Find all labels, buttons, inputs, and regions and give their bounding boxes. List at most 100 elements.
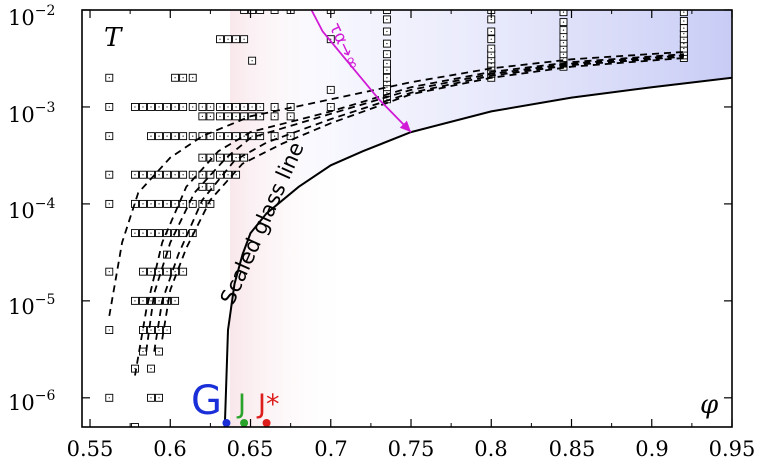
- y-tick-label: 10−6: [8, 388, 55, 415]
- data-point-center: [134, 106, 136, 108]
- data-point-center: [150, 232, 152, 234]
- data-point-center: [251, 106, 253, 108]
- data-point-center: [150, 174, 152, 176]
- data-point-center: [150, 300, 152, 302]
- data-point-center: [243, 157, 245, 159]
- tau-arrow: [310, 9, 412, 133]
- data-point: [270, 10, 279, 14]
- data-point-center: [227, 174, 229, 176]
- data-point-center: [192, 135, 194, 137]
- data-point-center: [166, 106, 168, 108]
- data-point-center: [142, 106, 144, 108]
- dashed-series-line: [161, 57, 684, 340]
- data-point-center: [158, 300, 160, 302]
- data-point-center: [174, 203, 176, 205]
- data-point-center: [330, 89, 332, 91]
- y-tick-label: 10−5: [8, 292, 55, 319]
- data-point-center: [490, 58, 492, 60]
- x-tick-label: 0.55: [67, 437, 114, 461]
- data-point-center: [219, 135, 221, 137]
- data-point-center: [273, 135, 276, 137]
- data-point-center: [174, 77, 176, 79]
- data-point-center: [158, 329, 160, 331]
- data-point-center: [490, 38, 492, 40]
- data-point-center: [142, 174, 144, 176]
- data-point-center: [201, 186, 203, 188]
- data-point-center: [273, 115, 276, 117]
- data-point-center: [158, 174, 160, 176]
- data-point-center: [490, 62, 492, 65]
- x-tick-label: 0.65: [227, 437, 274, 461]
- x-variable-label: φ: [700, 390, 719, 420]
- data-point-center: [235, 174, 237, 176]
- data-point-center: [490, 18, 492, 20]
- data-point-center: [235, 106, 237, 108]
- data-point-center: [490, 30, 492, 33]
- data-point-center: [386, 98, 388, 100]
- data-point-center: [134, 232, 136, 234]
- dashed-series-line: [145, 54, 684, 352]
- data-point-center: [182, 77, 184, 79]
- data-point-center: [386, 69, 388, 71]
- data-point-center: [158, 232, 160, 234]
- data-point-center: [174, 106, 176, 108]
- data-point-center: [386, 62, 388, 65]
- data-point: [256, 10, 265, 14]
- data-point-center: [174, 174, 176, 176]
- data-point-center: [209, 115, 211, 117]
- data-point-center: [562, 42, 565, 44]
- data-point-center: [158, 135, 160, 137]
- data-point-center: [158, 397, 160, 399]
- data-point-center: [201, 174, 203, 176]
- data-point-center: [562, 53, 565, 55]
- data-point-center: [683, 11, 685, 13]
- data-point-center: [683, 43, 685, 45]
- data-point-center: [259, 106, 261, 108]
- data-point-center: [386, 86, 388, 88]
- data-point-center: [192, 203, 194, 205]
- data-point-center: [166, 300, 168, 302]
- data-point-center: [201, 115, 203, 117]
- data-point-center: [108, 397, 110, 399]
- data-point-center: [166, 174, 168, 176]
- x-tick-label: 0.95: [709, 437, 756, 461]
- data-point-center: [243, 115, 245, 117]
- data-point-center: [166, 329, 168, 331]
- data-markers: [105, 10, 688, 427]
- data-point-center: [227, 135, 229, 137]
- data-point-center: [150, 135, 152, 137]
- data-point-center: [166, 135, 168, 137]
- data-point-center: [150, 271, 152, 273]
- data-point-center: [174, 300, 176, 302]
- point-label-j: J: [236, 389, 246, 420]
- data-point-center: [158, 271, 160, 273]
- x-tick-label: 0.75: [388, 437, 435, 461]
- data-point-center: [386, 18, 388, 20]
- data-point: [679, 10, 688, 17]
- data-point-center: [158, 106, 160, 108]
- point-label-g: G: [191, 378, 222, 424]
- background-fills: [224, 10, 732, 427]
- x-tick-label: 0.6: [153, 437, 186, 461]
- data-point-center: [386, 81, 388, 83]
- data-point-center: [243, 135, 245, 137]
- data-point-center: [150, 397, 152, 399]
- data-point-center: [174, 135, 176, 137]
- data-point: [131, 423, 139, 427]
- data-point-center: [182, 232, 184, 234]
- glass-line-curve: [223, 76, 732, 427]
- y-tick-label: 10−4: [8, 196, 55, 223]
- data-point: [559, 10, 568, 17]
- data-point-center: [243, 38, 245, 40]
- data-point-center: [683, 27, 685, 29]
- data-point-center: [142, 203, 144, 205]
- data-point-center: [219, 106, 221, 108]
- data-point-center: [166, 203, 168, 205]
- data-point-center: [386, 77, 388, 79]
- glass-region-fill: [224, 10, 732, 427]
- y-tick-label: 10−2: [8, 3, 55, 30]
- dashed-series-line: [134, 53, 684, 376]
- data-point-center: [235, 115, 237, 117]
- data-point-center: [227, 115, 229, 117]
